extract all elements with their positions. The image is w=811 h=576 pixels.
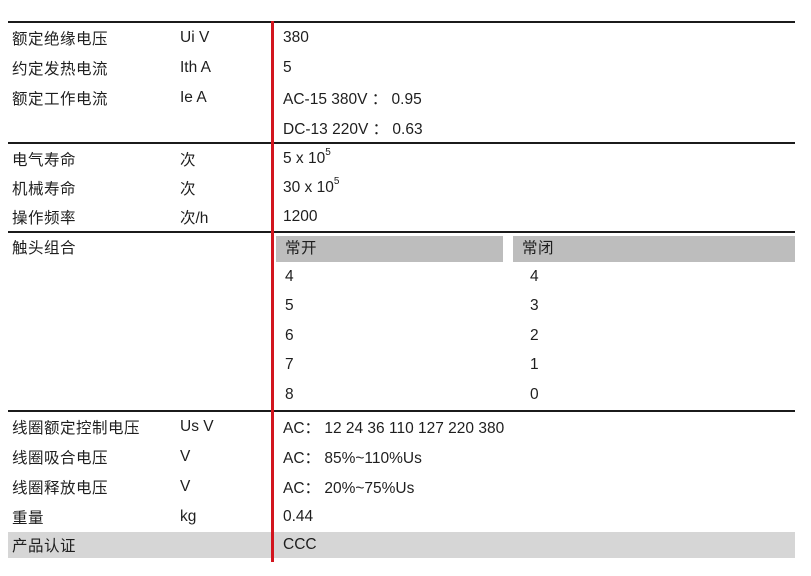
table-row: 机械寿命 次 30 x 105 [0, 173, 811, 202]
spec-label: 重量 [12, 510, 45, 527]
section-coil: 线圈额定控制电压 Us V AC： 12 24 36 110 127 220 3… [0, 412, 811, 532]
spec-label: 线圈额定控制电压 [12, 420, 141, 437]
normally-open-value: 6 [285, 326, 294, 344]
spec-unit: Ith A [180, 59, 212, 76]
spec-label: 线圈吸合电压 [12, 450, 109, 467]
rule-top [8, 21, 795, 23]
spec-value: AC： 20%~75%Us [283, 480, 415, 497]
table-row: 电气寿命 次 5 x 105 [0, 144, 811, 173]
table-row: 线圈释放电压 V AC： 20%~75%Us [0, 472, 811, 502]
normally-open-value: 7 [285, 356, 294, 374]
certification-band: 产品认证 CCC [8, 532, 795, 558]
spec-value: 5 x 105 [283, 147, 331, 167]
spec-value: 0.44 [283, 508, 314, 525]
exponent: 5 [333, 176, 340, 188]
spec-unit: 次 [180, 151, 196, 169]
normally-closed-header: 常闭 [513, 236, 795, 262]
certification-value: CCC [283, 536, 317, 553]
table-row: 线圈吸合电压 V AC： 85%~110%Us [0, 442, 811, 472]
section-life: 电气寿命 次 5 x 105 机械寿命 次 30 x 105 操作频率 次/h … [0, 144, 811, 231]
spec-unit: kg [180, 508, 197, 525]
spec-value: 1200 [283, 207, 318, 225]
table-row: 额定工作电流 Ie A AC-15 380V ： 0.95 [0, 83, 811, 113]
table-row: 额定绝缘电压 Ui V 380 [0, 23, 811, 53]
table-row: 线圈额定控制电压 Us V AC： 12 24 36 110 127 220 3… [0, 412, 811, 442]
table-row: 6 2 [0, 321, 811, 351]
spec-unit: Ui V [180, 29, 210, 46]
normally-open-value: 8 [285, 385, 294, 403]
exponent: 5 [325, 147, 331, 159]
spec-value: 380 [283, 29, 309, 46]
normally-open-header: 常开 [276, 236, 503, 262]
spec-unit: Us V [180, 418, 214, 435]
spec-unit: 次/h [180, 209, 209, 227]
table-row: 约定发热电流 Ith A 5 [0, 53, 811, 83]
spec-value: AC： 12 24 36 110 127 220 380 [283, 420, 505, 437]
spec-label: 额定工作电流 [12, 91, 109, 108]
spec-unit: 次 [180, 180, 196, 198]
spec-unit: V [180, 478, 191, 495]
spec-label: 线圈释放电压 [12, 480, 109, 497]
normally-closed-value: 1 [530, 356, 539, 374]
spec-value: DC-13 220V ： 0.63 [283, 121, 423, 138]
section-contacts: 触头组合 常开 常闭 4 4 5 3 6 2 7 1 8 0 [0, 233, 811, 410]
contact-header-row: 常开 常闭 [0, 236, 811, 262]
table-row: 4 4 [0, 262, 811, 292]
spec-value: AC-15 380V ： 0.95 [283, 91, 422, 108]
normally-closed-value: 2 [530, 326, 539, 344]
spec-label: 额定绝缘电压 [12, 31, 109, 48]
contact-combination-label: 触头组合 [12, 240, 77, 257]
table-row: 操作频率 次/h 1200 [0, 202, 811, 231]
spec-value: 5 [283, 59, 292, 76]
section-ratings: 额定绝缘电压 Ui V 380 约定发热电流 Ith A 5 额定工作电流 Ie… [0, 23, 811, 143]
normally-closed-value: 3 [530, 297, 539, 315]
normally-open-value: 5 [285, 297, 294, 315]
rule-section-3 [8, 410, 795, 412]
spec-label: 机械寿命 [12, 180, 77, 198]
spec-unit: V [180, 448, 191, 465]
spec-unit: Ie A [180, 89, 207, 106]
table-row: DC-13 220V ： 0.63 [0, 113, 811, 143]
spec-value: 30 x 105 [283, 176, 340, 196]
table-row: 重量 kg 0.44 [0, 502, 811, 532]
red-divider-line [271, 21, 274, 562]
table-row: 5 3 [0, 292, 811, 322]
spec-label: 操作频率 [12, 209, 77, 227]
rule-section-2 [8, 231, 795, 233]
normally-closed-value: 4 [530, 267, 539, 285]
normally-closed-value: 0 [530, 385, 539, 403]
normally-open-value: 4 [285, 267, 294, 285]
table-row: 7 1 [0, 351, 811, 381]
spec-label: 电气寿命 [12, 151, 77, 169]
spec-label: 约定发热电流 [12, 61, 109, 78]
rule-section-1 [8, 142, 795, 144]
table-row: 8 0 [0, 380, 811, 410]
spec-value: AC： 85%~110%Us [283, 450, 422, 467]
certification-label: 产品认证 [12, 538, 77, 555]
